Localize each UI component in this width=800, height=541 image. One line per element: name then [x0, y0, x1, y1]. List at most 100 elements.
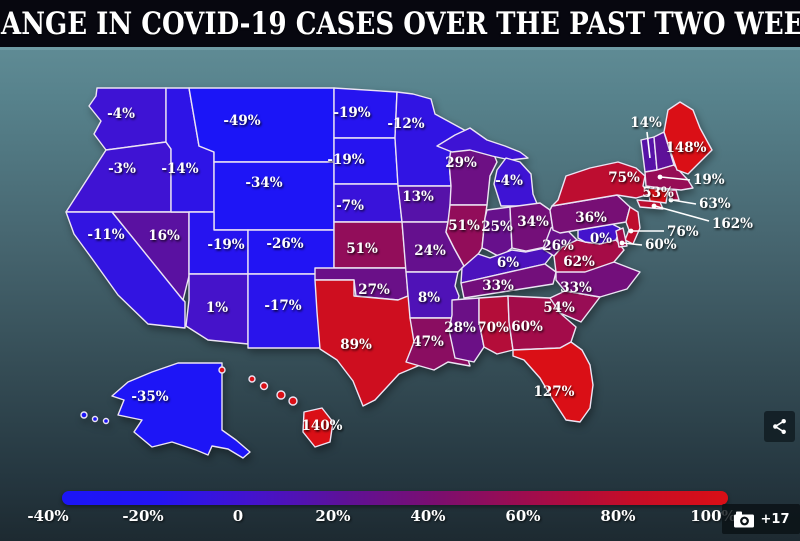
state-label-NM: -17%: [264, 298, 301, 314]
legend: -40% -20% 0 20% 40% 60% 80% 100%: [0, 487, 800, 531]
state-MT: [188, 87, 335, 163]
state-label-DE: 60%: [645, 237, 677, 253]
state-HI-island: [248, 375, 256, 383]
photo-count-badge[interactable]: +17: [722, 504, 800, 534]
state-label-VT: 14%: [630, 115, 662, 131]
state-CT: [647, 187, 669, 204]
state-label-WI: 29%: [445, 155, 477, 171]
callout-dot-NH: [657, 174, 663, 180]
state-label-NY: 75%: [608, 170, 640, 186]
callout-line-NH: [660, 176, 691, 181]
state-label-NJ: 76%: [667, 224, 699, 240]
callout-line-VT: [646, 131, 651, 159]
state-label-IA: 13%: [402, 189, 434, 205]
state-label-AK: -35%: [131, 389, 168, 405]
state-label-KS: 51%: [346, 241, 378, 257]
state-label-MI: -4%: [495, 173, 523, 189]
title-bar: CHANGE IN COVID-19 CASES OVER THE PAST T…: [0, 0, 800, 50]
state-label-UT: -19%: [207, 237, 244, 253]
callout-line-DE: [622, 242, 643, 246]
state-HI-island: [259, 381, 269, 391]
state-label-WA: -4%: [107, 106, 135, 122]
state-label-MA: 53%: [642, 185, 674, 201]
callout-dot-CT: [651, 203, 657, 209]
state-FL: [512, 341, 594, 423]
state-label-GA: 60%: [511, 319, 543, 335]
state-label-TN: 33%: [482, 278, 514, 294]
state-label-AZ: 1%: [206, 300, 228, 316]
share-button[interactable]: [764, 411, 795, 442]
state-AK-island: [91, 415, 99, 423]
legend-tick-3: 20%: [315, 507, 351, 525]
share-icon: [773, 418, 786, 435]
camera-icon: [733, 511, 754, 527]
state-label-MN: -12%: [387, 116, 424, 132]
state-HI-island: [276, 390, 286, 400]
state-PA: [549, 194, 631, 234]
state-label-VA: 62%: [563, 254, 595, 270]
state-HI-island: [288, 396, 298, 406]
state-label-IL: 51%: [448, 218, 480, 234]
legend-tick-labels: -40% -20% 0 20% 40% 60% 80% 100%: [0, 507, 800, 529]
state-ME: [663, 101, 713, 175]
state-label-FL: 127%: [533, 384, 574, 400]
state-HI: [302, 407, 334, 448]
state-label-OH: 34%: [517, 214, 549, 230]
state-OR: [65, 141, 172, 213]
state-AK-island: [80, 411, 88, 419]
state-label-CA: -11%: [87, 227, 124, 243]
callout-dot-RI: [668, 197, 674, 203]
callout-line-CT: [654, 205, 710, 222]
state-label-NE: -7%: [336, 198, 364, 214]
state-label-CO: -26%: [266, 236, 303, 252]
state-label-TX: 89%: [340, 337, 372, 353]
state-label-IN: 25%: [481, 219, 513, 235]
state-label-MO: 24%: [414, 243, 446, 259]
state-label-SC: 54%: [543, 300, 575, 316]
state-label-WV: 26%: [542, 238, 574, 254]
legend-tick-4: 40%: [410, 507, 446, 525]
page-title: CHANGE IN COVID-19 CASES OVER THE PAST T…: [0, 5, 800, 42]
state-label-SD: -19%: [327, 152, 364, 168]
state-label-ME: 148%: [665, 140, 706, 156]
legend-tick-0: -40%: [27, 507, 69, 525]
state-MI: [493, 157, 539, 207]
state-label-AR: 8%: [418, 290, 440, 306]
state-label-NC: 33%: [560, 280, 592, 296]
state-label-AL: 70%: [477, 320, 509, 336]
callout-dot-DE: [619, 240, 625, 246]
legend-gradient-bar: [62, 491, 728, 505]
state-SC: [549, 290, 601, 323]
state-label-LA: 47%: [412, 334, 444, 350]
callout-dot-NJ: [628, 228, 634, 234]
state-label-ND: -19%: [333, 105, 370, 121]
state-AK: [111, 362, 251, 459]
legend-tick-6: 80%: [600, 507, 636, 525]
state-label-MS: 28%: [444, 320, 476, 336]
state-TN: [460, 263, 557, 299]
state-AK-island: [102, 417, 110, 425]
state-label-NV: 16%: [148, 228, 180, 244]
state-label-PA: 36%: [575, 210, 607, 226]
state-label-HI: 140%: [301, 418, 342, 434]
photo-count: +17: [760, 511, 790, 527]
state-RI: [667, 189, 680, 201]
legend-tick-1: -20%: [122, 507, 164, 525]
state-label-ID: -14%: [161, 161, 198, 177]
state-label-WY: -34%: [245, 175, 282, 191]
state-MI: [436, 127, 529, 161]
state-label-MT: -49%: [223, 113, 260, 129]
state-HI-island: [218, 366, 226, 374]
state-label-NH: 19%: [693, 172, 725, 188]
state-label-CT: 162%: [712, 216, 753, 232]
state-label-OR: -3%: [108, 161, 136, 177]
state-NY: [551, 161, 651, 207]
legend-tick-2: 0: [232, 507, 244, 525]
legend-tick-5: 60%: [505, 507, 541, 525]
state-label-KY: 6%: [497, 255, 519, 271]
state-WY: [213, 161, 335, 231]
state-NJ: [624, 206, 641, 245]
state-label-RI: 63%: [699, 196, 731, 212]
